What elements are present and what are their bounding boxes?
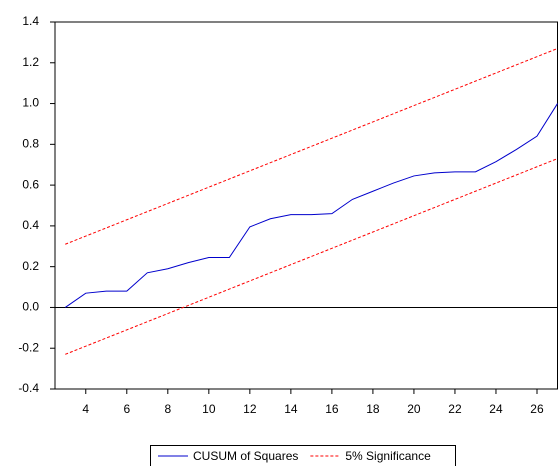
y-tick-label: 1.4 [22,14,39,28]
series-line [65,48,558,245]
legend-label: 5% Significance [345,449,431,463]
x-tick-label: 24 [489,402,503,416]
x-tick-label: 22 [448,402,462,416]
y-tick-label: -0.4 [18,381,39,395]
legend-box [150,445,456,466]
x-tick-label: 20 [407,402,421,416]
y-tick-label: 0.0 [22,300,39,314]
x-tick-label: 26 [530,402,544,416]
x-tick-label: 16 [325,402,339,416]
y-tick-label: 1.2 [22,55,39,69]
y-tick-label: 1.0 [22,96,39,110]
legend-label: CUSUM of Squares [193,449,298,463]
x-tick-label: 8 [164,402,171,416]
x-tick-label: 4 [82,402,89,416]
x-tick-label: 18 [366,402,380,416]
series-lower-line [65,158,558,355]
x-tick-label: 12 [243,402,257,416]
y-tick-label: 0.8 [22,137,39,151]
plot-frame [54,21,558,390]
y-tick-label: -0.2 [18,340,39,354]
y-tick-label: 0.4 [22,218,39,232]
y-tick-label: 0.6 [22,177,39,191]
x-tick-label: 10 [202,402,216,416]
y-tick-label: 0.2 [22,259,39,273]
series-line [64,103,558,308]
x-tick-label: 14 [284,402,298,416]
x-tick-label: 6 [123,402,130,416]
